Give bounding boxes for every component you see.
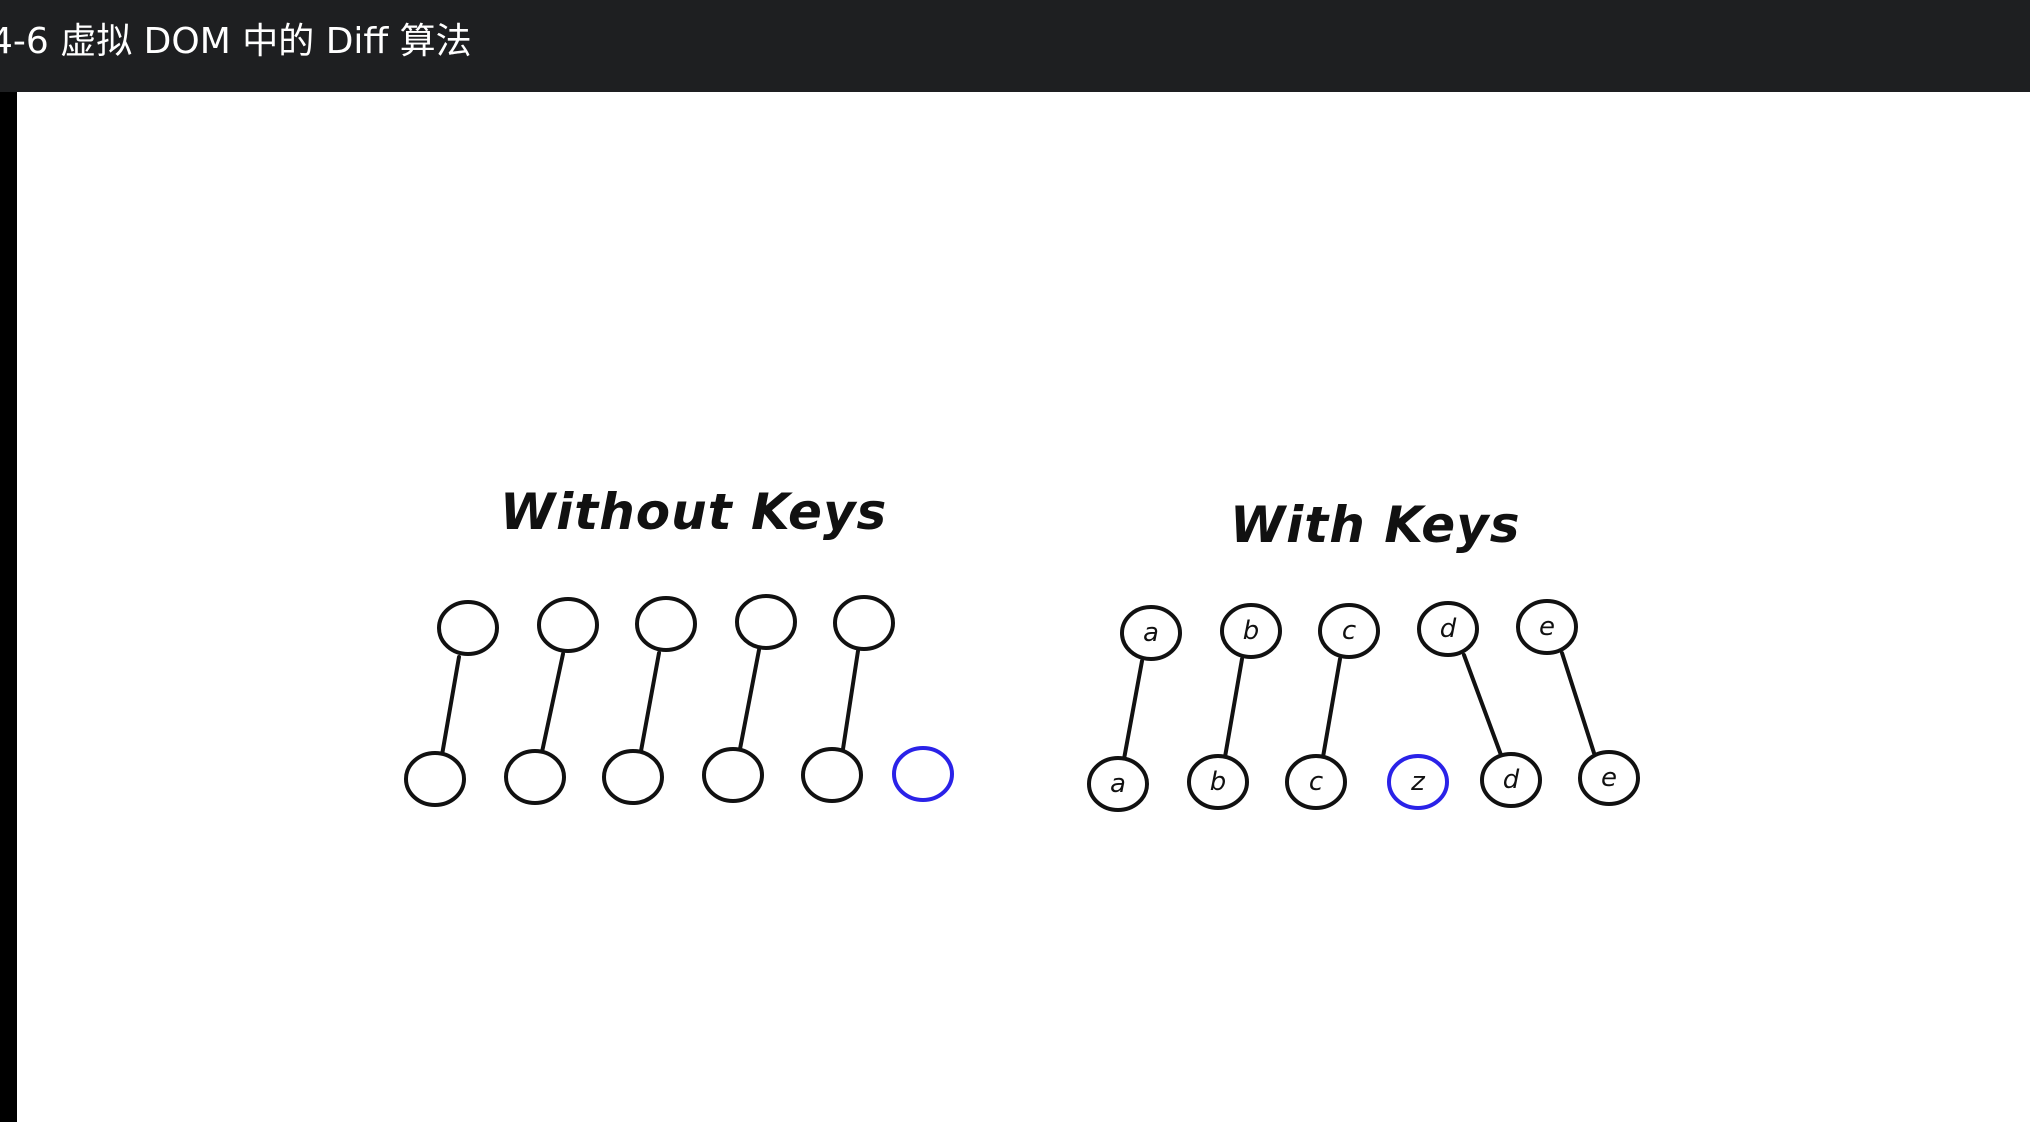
old-node: [437, 600, 499, 656]
link: [440, 655, 461, 757]
with-keys-bottom-row: a b c z d e: [1087, 750, 1640, 812]
new-node-b: [1187, 754, 1249, 810]
link: [738, 648, 761, 751]
with-keys-panel: With Keys a b c d e: [1087, 496, 1640, 812]
without-keys-panel: Without Keys: [404, 483, 954, 807]
new-tree-node: [801, 747, 863, 803]
without-keys-bottom-row: [404, 746, 954, 807]
node-label: c: [1309, 767, 1323, 797]
without-keys-title: Without Keys: [500, 483, 887, 541]
link: [1321, 657, 1342, 759]
new-tree-node: [702, 747, 764, 803]
without-keys-links: [440, 648, 860, 757]
link: [540, 652, 565, 754]
old-node-d: [1417, 601, 1479, 657]
old-node-e: [1516, 599, 1578, 655]
new-tree-node: [602, 749, 664, 805]
node-label: b: [1210, 767, 1227, 797]
old-node-b: [1220, 603, 1282, 659]
link: [1223, 657, 1244, 759]
with-keys-top-row: a b c d e: [1120, 599, 1578, 661]
node-label: e: [1601, 763, 1617, 793]
old-node-a: [1120, 605, 1182, 661]
node-label: a: [1110, 769, 1126, 799]
old-node: [537, 597, 599, 653]
link: [1122, 659, 1144, 761]
new-node-d: [1480, 752, 1542, 808]
old-node-c: [1318, 603, 1380, 659]
without-keys-top-row: [437, 594, 895, 656]
new-node-c: [1285, 754, 1347, 810]
diff-diagram: Without Keys: [404, 483, 1640, 812]
with-keys-title: With Keys: [1230, 496, 1520, 554]
new-node-a: [1087, 756, 1149, 812]
old-node: [735, 594, 797, 650]
old-node: [635, 596, 697, 652]
node-label: c: [1342, 616, 1356, 646]
node-label: e: [1539, 612, 1555, 642]
link: [1560, 651, 1596, 755]
node-label: d: [1503, 765, 1520, 795]
slide-canvas: Without Keys: [17, 92, 2030, 1122]
node-label: a: [1143, 618, 1159, 648]
new-tree-node: [404, 751, 466, 807]
new-node-e: [1578, 750, 1640, 806]
inserted-node: [892, 746, 954, 802]
node-label: z: [1410, 767, 1426, 797]
link: [1462, 653, 1503, 757]
with-keys-links: [1122, 651, 1596, 761]
node-label: b: [1243, 616, 1260, 646]
title-bar: 4-6 虚拟 DOM 中的 Diff 算法: [0, 0, 2030, 92]
link: [841, 649, 860, 751]
window-title: 4-6 虚拟 DOM 中的 Diff 算法: [0, 21, 472, 62]
new-tree-node: [504, 749, 566, 805]
link: [639, 651, 661, 753]
node-label: d: [1440, 614, 1457, 644]
left-edge: [0, 92, 17, 1122]
inserted-node-z: [1387, 754, 1449, 810]
old-node: [833, 595, 895, 651]
